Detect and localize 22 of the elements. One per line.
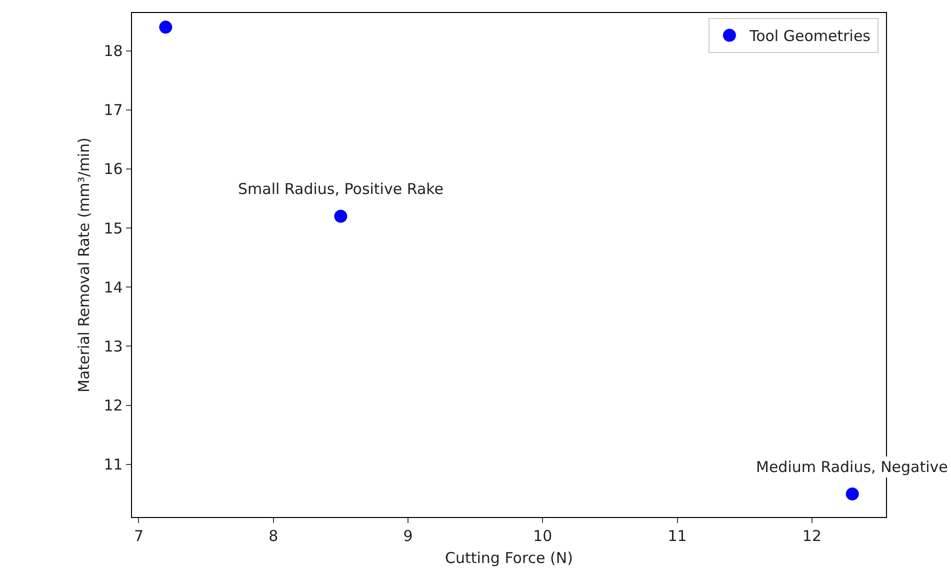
- y-tick-label: 17: [104, 101, 123, 120]
- x-tick-label: 11: [668, 527, 687, 546]
- y-tick-label: 18: [104, 42, 123, 60]
- y-tick-label: 11: [104, 456, 123, 474]
- x-tick-label: 12: [802, 527, 822, 546]
- y-axis-title: Material Removal Rate (mm³/min): [75, 138, 94, 392]
- point: [334, 210, 348, 223]
- x-tick-label: 7: [134, 527, 144, 546]
- x-tick-label: 9: [403, 527, 413, 546]
- annotation: Small Radius, Positive Rake: [238, 180, 444, 198]
- annotation: Medium Radius, Negative: [756, 458, 948, 476]
- point: [159, 20, 172, 34]
- x-axis-title: Cutting Force (N): [445, 549, 573, 568]
- x-tick-label: 10: [533, 527, 552, 546]
- y-tick-label: 12: [104, 396, 123, 415]
- y-tick-label: 14: [104, 278, 123, 296]
- y-tick-label: 16: [104, 160, 123, 178]
- legend-label: Tool Geometries: [748, 27, 871, 46]
- point: [846, 487, 859, 500]
- y-tick-label: 13: [104, 337, 123, 356]
- y-tick-label: 15: [104, 219, 123, 238]
- x-tick-label: 8: [268, 527, 278, 546]
